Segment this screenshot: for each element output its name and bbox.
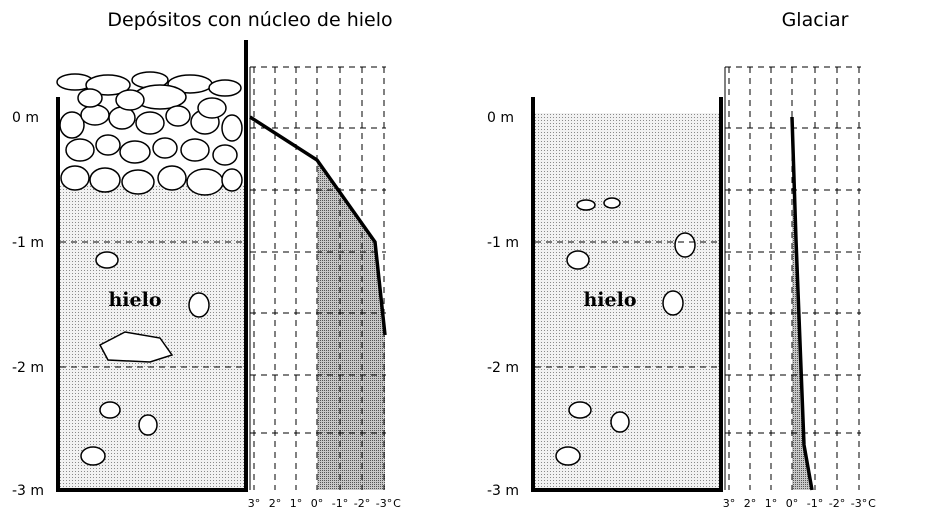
depth-label: -2 m	[487, 360, 519, 376]
temp-label: 3°	[723, 497, 736, 510]
temp-unit: C	[393, 497, 401, 510]
panel: Glaciar hielo 0 m -1 m -2 m -3 m 3° 2° 1° 0° -1° -2…	[487, 9, 876, 510]
depth-label: 0 m	[12, 110, 39, 126]
rock	[61, 166, 89, 190]
stone	[663, 291, 683, 315]
depth-label: -2 m	[12, 360, 44, 376]
rock	[181, 139, 209, 161]
temp-label: 0°	[786, 497, 799, 510]
depth-label: -3 m	[12, 483, 44, 499]
stone	[569, 402, 591, 418]
stone	[139, 415, 157, 435]
stone	[189, 293, 209, 317]
stone	[604, 198, 620, 208]
temp-label: -1°	[807, 497, 823, 510]
rock	[96, 135, 120, 155]
temp-label: 2°	[744, 497, 757, 510]
panel-title: Depósitos con núcleo de hielo	[107, 9, 392, 31]
temp-label: -1°	[332, 497, 348, 510]
stone	[556, 447, 580, 465]
ice-label: hielo	[583, 289, 636, 311]
temp-label: 1°	[765, 497, 778, 510]
rock	[166, 106, 190, 126]
temp-label: 1°	[290, 497, 303, 510]
stone	[96, 252, 118, 268]
temp-label: -3°	[376, 497, 392, 510]
diagram: Depósitos con núcleo de hielo hielo 0 m -1 …	[0, 0, 938, 515]
rock	[209, 80, 241, 96]
page: {"panels": [ {"title": "Depósitos con nú…	[0, 0, 938, 515]
temp-label: -2°	[354, 497, 370, 510]
rock	[222, 115, 242, 141]
ice-label: hielo	[108, 289, 161, 311]
rock	[158, 166, 186, 190]
depth-label: 0 m	[487, 110, 514, 126]
rock	[81, 105, 109, 125]
rock	[198, 98, 226, 118]
rock	[213, 145, 237, 165]
rock	[90, 168, 120, 192]
depth-label: -1 m	[12, 235, 44, 251]
rock	[116, 90, 144, 110]
stone	[611, 412, 629, 432]
rock	[120, 141, 150, 163]
rock	[66, 139, 94, 161]
rock	[153, 138, 177, 158]
stone	[81, 447, 105, 465]
stone	[577, 200, 595, 210]
rock	[222, 169, 242, 191]
rock	[122, 170, 154, 194]
temp-label: 2°	[269, 497, 282, 510]
stone	[100, 402, 120, 418]
rock	[136, 112, 164, 134]
depth-label: -1 m	[487, 235, 519, 251]
temp-unit: C	[868, 497, 876, 510]
panel-title: Glaciar	[782, 9, 849, 31]
temp-label: -2°	[829, 497, 845, 510]
stone	[675, 233, 695, 257]
stone	[567, 251, 589, 269]
panel: Depósitos con núcleo de hielo hielo 0 m -1 …	[12, 9, 401, 510]
temp-label: 0°	[311, 497, 324, 510]
temp-label: 3°	[248, 497, 261, 510]
rock	[187, 169, 223, 195]
rock	[78, 89, 102, 107]
depth-label: -3 m	[487, 483, 519, 499]
temp-label: -3°	[851, 497, 867, 510]
